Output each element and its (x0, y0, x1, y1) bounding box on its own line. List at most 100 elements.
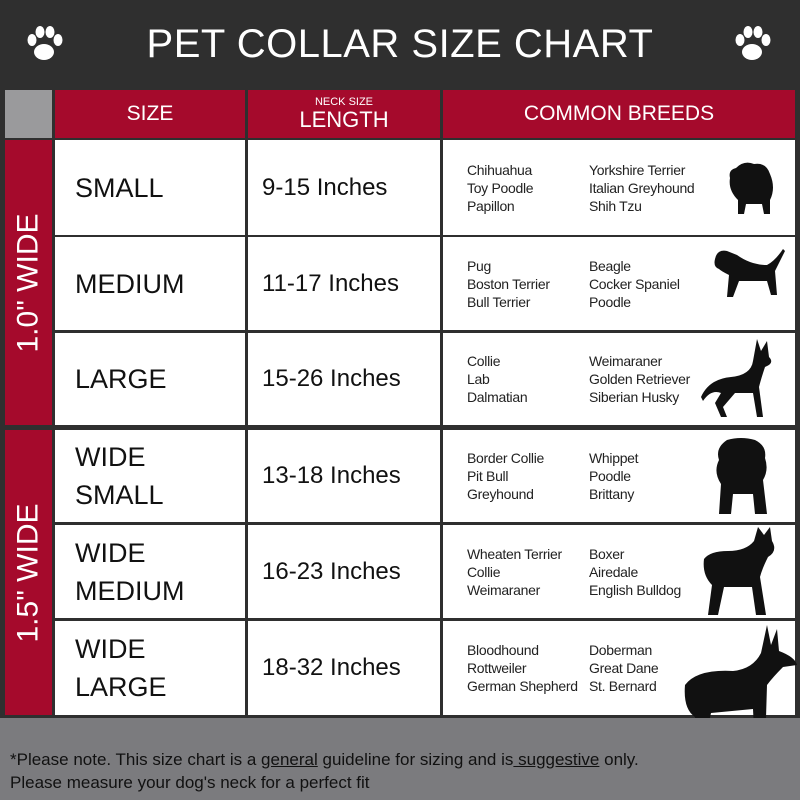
breed: Siberian Husky (589, 389, 679, 405)
breeds-cell: Chihuahua Toy Poodle Papillon Yorkshire Te… (443, 140, 795, 235)
length-cell: 9-15 Inches (248, 140, 440, 235)
breed: Papillon (467, 197, 515, 214)
breed: Airedale (589, 563, 638, 580)
shepherd-dog-icon (701, 339, 772, 417)
breed: Dalmatian (467, 389, 528, 405)
breeds-cell: Collie Lab Dalmatian Weimaraner Golden Retr… (443, 333, 795, 425)
breeds-list: Pug Boston Terrier Bull Terrier (467, 257, 550, 311)
breed: Beagle (589, 257, 631, 274)
breeds-list: Wheaten Terrier Collie Weimaraner (467, 545, 562, 599)
breed: Shih Tzu (589, 197, 642, 214)
breeds-cell: Bloodhound Rottweiler German Shepherd Dobe… (443, 621, 797, 751)
header-size: SIZE (55, 90, 245, 138)
breed: Boston Terrier (467, 275, 550, 292)
size-label: MEDIUM (75, 268, 185, 299)
header-length: NECK SIZE LENGTH (248, 90, 440, 138)
breed: Brittany (589, 486, 635, 502)
breed: Great Dane (589, 660, 659, 676)
size-cell: WIDE LARGE (55, 621, 245, 715)
doberman-icon (684, 625, 797, 751)
breeds-cell: Pug Boston Terrier Bull Terrier Beagle Cock… (443, 237, 795, 330)
breeds-list: Boxer Airedale English Bulldog (589, 545, 681, 599)
breed: Italian Greyhound (589, 179, 695, 196)
breed: Yorkshire Terrier (589, 161, 686, 178)
size-cell: WIDE MEDIUM (55, 525, 245, 618)
size-label: LARGE (75, 672, 167, 702)
header-length-main: LENGTH (299, 106, 389, 132)
size-cell: MEDIUM (55, 237, 245, 330)
size-label: WIDE (75, 442, 146, 472)
note-emphasis: suggestive (513, 750, 600, 769)
length-cell: 13-18 Inches (248, 430, 440, 522)
length-cell: 15-26 Inches (248, 333, 440, 425)
breed: Bloodhound (467, 642, 539, 658)
note-text: guideline for sizing and is (317, 750, 514, 769)
breed: English Bulldog (589, 581, 682, 598)
breed: Toy Poodle (467, 179, 534, 196)
paw-icon (27, 26, 63, 60)
breeds-list: Doberman Great Dane St. Bernard (589, 641, 659, 695)
breed: Collie (467, 353, 501, 369)
breed: Greyhound (467, 486, 534, 502)
breed: Boxer (589, 545, 625, 562)
corner-cell (5, 90, 52, 138)
breed: Wheaten Terrier (467, 545, 562, 562)
page-title: PET COLLAR SIZE CHART (146, 21, 654, 66)
size-label: SMALL (75, 172, 164, 203)
breed: Collie (467, 563, 501, 580)
size-label: LARGE (75, 364, 167, 394)
breed: Lab (467, 371, 490, 387)
breed: Golden Retriever (589, 371, 691, 387)
breed: Cocker Spaniel (589, 275, 680, 292)
breed: St. Bernard (589, 678, 657, 694)
length-cell: 16-23 Inches (248, 525, 440, 618)
length-cell: 11-17 Inches (248, 237, 440, 330)
header-length-sub: NECK SIZE (314, 95, 374, 108)
breed: Pit Bull (467, 468, 509, 484)
breed: Pug (467, 257, 492, 274)
bulldog-icon (716, 438, 767, 514)
breed: Weimaraner (589, 353, 662, 369)
breed: Poodle (589, 468, 631, 484)
pitbull-icon (703, 527, 775, 615)
group-label: 1.0" WIDE (11, 212, 45, 353)
dachshund-icon (714, 249, 785, 297)
breeds-list: Collie Lab Dalmatian (467, 352, 528, 406)
size-cell: WIDE SMALL (55, 430, 245, 522)
size-label: MEDIUM (75, 575, 185, 606)
note-emphasis: general (261, 750, 318, 769)
note-text: only. (599, 750, 639, 769)
size-label: WIDE (75, 634, 146, 664)
breed: Weimaraner (467, 581, 540, 598)
breed: Doberman (589, 642, 652, 658)
breed: Rottweiler (467, 660, 527, 676)
size-label: SMALL (75, 480, 164, 510)
breeds-list: Yorkshire Terrier Italian Greyhound Shih T… (589, 161, 695, 215)
breed: Whippet (589, 450, 639, 466)
note-text: *Please note. This size chart is a (10, 750, 262, 769)
breeds-list: Beagle Cocker Spaniel Poodle (589, 257, 680, 311)
group-band-1-5in: 1.5" WIDE (5, 430, 52, 715)
breed: Poodle (589, 293, 631, 310)
breeds-list: Chihuahua Toy Poodle Papillon (467, 161, 534, 215)
note-line-2: Please measure your dog's neck for a per… (10, 773, 370, 792)
breed: Chihuahua (467, 161, 533, 178)
breed: Border Collie (467, 450, 545, 466)
group-label: 1.5" WIDE (11, 502, 45, 643)
size-label: WIDE (75, 537, 146, 568)
header-breeds: COMMON BREEDS (443, 90, 795, 138)
breed: German Shepherd (467, 678, 578, 694)
breeds-list: Weimaraner Golden Retriever Siberian Husky (589, 352, 690, 406)
breeds-cell: Border Collie Pit Bull Greyhound Whippet Po… (443, 430, 795, 522)
size-cell: LARGE (55, 333, 245, 425)
small-dog-icon (729, 162, 773, 214)
paw-icon (735, 26, 771, 60)
breeds-list: Whippet Poodle Brittany (589, 449, 639, 503)
footer-note: *Please note. This size chart is a gener… (0, 718, 800, 800)
breeds-list: Bloodhound Rottweiler German Shepherd (467, 641, 578, 695)
breed: Bull Terrier (467, 293, 531, 310)
length-cell: 18-32 Inches (248, 621, 440, 715)
size-cell: SMALL (55, 140, 245, 235)
breeds-list: Border Collie Pit Bull Greyhound (467, 449, 544, 503)
group-band-1in: 1.0" WIDE (5, 140, 52, 425)
